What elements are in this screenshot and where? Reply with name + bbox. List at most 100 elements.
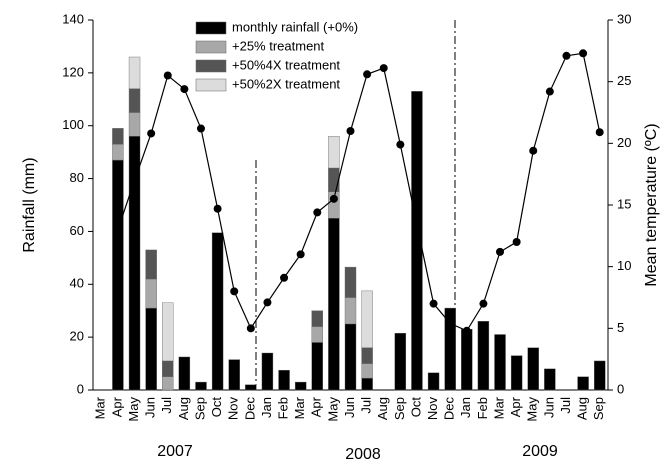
- bar-segment: [328, 167, 340, 192]
- y-axis-title: Rainfall (mm): [21, 157, 38, 252]
- temperature-marker: [246, 324, 255, 333]
- temperature-marker: [329, 194, 338, 203]
- temperature-marker: [496, 247, 505, 256]
- bar-segment: [311, 326, 323, 343]
- temperature-marker: [230, 287, 239, 296]
- x-tick-label: Aug: [176, 397, 191, 420]
- y-tick-label: 0: [77, 381, 84, 396]
- x-tick-label: Feb: [475, 397, 490, 419]
- bar-segment: [328, 218, 340, 391]
- year-label: 2008: [345, 446, 381, 463]
- bar-segment: [510, 355, 523, 391]
- y2-tick-label: 5: [617, 320, 624, 335]
- temperature-marker: [196, 124, 205, 133]
- x-tick-label: Mar: [93, 396, 108, 419]
- x-tick-label: Jan: [259, 397, 274, 418]
- bar-segment: [162, 302, 174, 362]
- year-label: 2007: [157, 443, 193, 460]
- x-tick-label: Nov: [425, 397, 440, 421]
- temperature-marker: [545, 87, 554, 96]
- bar-segment: [344, 297, 357, 325]
- x-tick-label: May: [525, 397, 540, 422]
- bar-segment: [328, 136, 340, 169]
- x-tick-label: Aug: [575, 397, 590, 420]
- x-tick-label: Mar: [491, 396, 506, 419]
- temperature-marker: [562, 51, 571, 60]
- legend-label: +25% treatment: [232, 38, 325, 53]
- y-tick-label: 60: [70, 223, 84, 238]
- temperature-marker: [529, 146, 538, 155]
- bar-segment: [145, 278, 157, 309]
- bar-segment: [128, 136, 141, 391]
- y-tick-label: 120: [62, 64, 84, 79]
- bar-segment: [344, 266, 357, 298]
- temperature-marker: [595, 128, 604, 137]
- bar-segment: [145, 249, 157, 280]
- bar-segment: [361, 363, 373, 379]
- y2-tick-label: 15: [617, 196, 631, 211]
- x-tick-label: Nov: [226, 397, 241, 421]
- x-tick-label: May: [325, 397, 340, 422]
- temperature-marker: [296, 250, 305, 259]
- bar-segment: [593, 360, 606, 391]
- temperature-marker: [363, 70, 372, 79]
- x-tick-label: Jul: [558, 397, 573, 414]
- bar-segment: [211, 232, 224, 391]
- bar-segment: [228, 359, 240, 391]
- temperature-marker: [163, 71, 172, 80]
- temperature-marker: [346, 127, 355, 135]
- bar-segment: [461, 329, 473, 391]
- bar-segment: [162, 360, 174, 377]
- bar-segment: [294, 381, 307, 391]
- bar-segment: [527, 347, 539, 391]
- temperature-marker: [396, 140, 405, 149]
- temperature-marker: [479, 299, 488, 308]
- y2-tick-label: 20: [617, 135, 631, 150]
- bar-segment: [494, 334, 506, 391]
- bar-segment: [145, 307, 157, 391]
- bar-segment: [128, 88, 141, 113]
- x-tick-label: Oct: [408, 397, 423, 418]
- y2-tick-label: 10: [617, 258, 631, 273]
- x-tick-label: Jun: [541, 397, 556, 418]
- x-tick-label: Dec: [442, 397, 457, 421]
- x-tick-label: Feb: [275, 397, 290, 419]
- year-label: 2009: [522, 443, 558, 460]
- x-tick-label: Oct: [209, 397, 224, 418]
- legend-label: +50%2X treatment: [232, 76, 340, 91]
- bar-segment: [162, 376, 174, 391]
- temperature-marker: [147, 129, 156, 138]
- bar-segment: [311, 342, 323, 391]
- temperature-marker: [313, 208, 322, 217]
- bar-segment: [112, 128, 124, 145]
- legend-swatch: [195, 78, 227, 92]
- x-tick-label: Jul: [159, 397, 174, 414]
- bar-segment: [544, 368, 556, 391]
- y-tick-label: 140: [62, 11, 84, 26]
- bar-segment: [261, 352, 274, 391]
- x-tick-label: Dec: [242, 397, 257, 421]
- x-tick-label: Apr: [309, 396, 324, 417]
- bar-segment: [245, 384, 257, 391]
- y-tick-label: 20: [70, 329, 84, 344]
- temperature-marker: [379, 64, 388, 73]
- x-tick-label: Sep: [591, 397, 606, 420]
- temperature-marker: [462, 326, 471, 335]
- bar-segment: [577, 376, 589, 391]
- x-tick-label: May: [126, 397, 141, 422]
- bar-segment: [128, 56, 141, 89]
- temperature-marker: [263, 298, 272, 307]
- legend-label: monthly rainfall (+0%): [232, 19, 358, 34]
- x-tick-label: Sep: [192, 397, 207, 420]
- legend-swatch: [195, 21, 227, 35]
- bar-segment: [361, 347, 373, 364]
- bar-segment: [178, 356, 191, 391]
- x-tick-label: Jun: [143, 397, 158, 418]
- legend-label: +50%4X treatment: [232, 57, 340, 72]
- temperature-marker: [280, 273, 289, 282]
- temperature-marker: [412, 220, 421, 229]
- x-tick-label: Aug: [375, 397, 390, 420]
- temperature-line: [117, 52, 601, 332]
- legend-swatch: [195, 59, 227, 73]
